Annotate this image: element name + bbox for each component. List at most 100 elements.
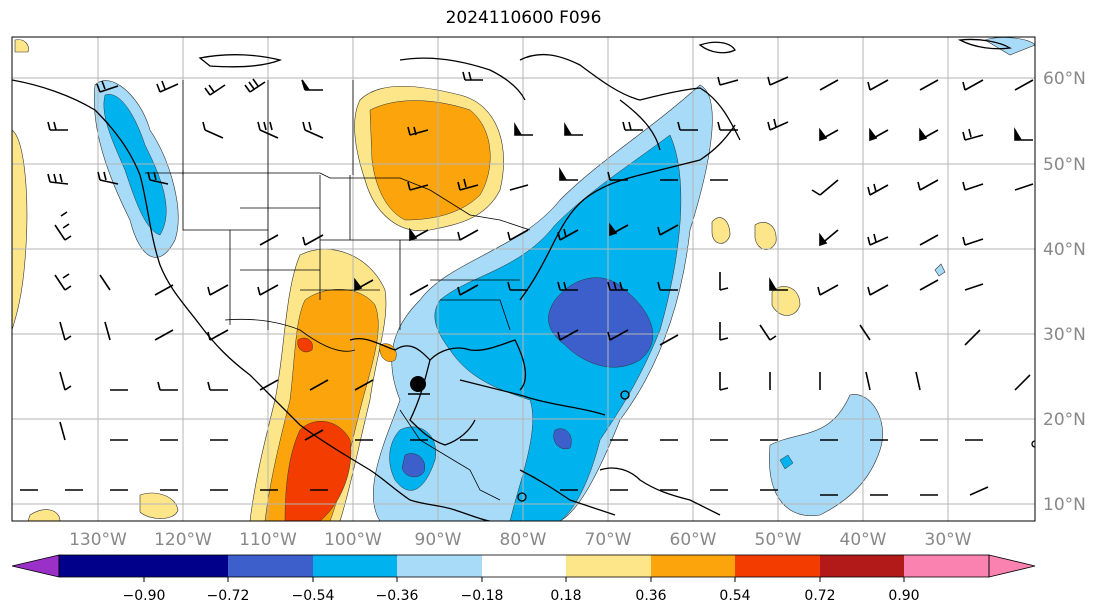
wind-barb — [919, 234, 939, 246]
wind-barb — [919, 79, 939, 91]
colorbar-bin — [651, 555, 735, 577]
wind-barb — [557, 228, 579, 241]
wind-barb — [257, 284, 279, 296]
wind-barb — [257, 121, 279, 139]
wind-barb — [1014, 127, 1033, 141]
wind-barb — [717, 121, 738, 131]
wind-barb — [462, 71, 483, 81]
lon-label-50w: 50°W — [755, 530, 802, 550]
wind-barb — [659, 334, 679, 346]
wind-barb — [207, 381, 228, 391]
wind-barb — [407, 181, 429, 191]
wind-barb — [607, 329, 629, 341]
wind-barb — [302, 234, 324, 246]
wind-barb — [457, 178, 479, 191]
wind-barb — [817, 284, 839, 296]
lon-label-110w: 110°W — [239, 530, 297, 550]
wind-barb — [867, 183, 889, 196]
wind-barb — [47, 173, 69, 185]
wind-barb — [767, 118, 789, 131]
lat-label-10n: 10°N — [1043, 495, 1086, 515]
wind-barbs — [20, 71, 1034, 496]
wind-barb — [819, 229, 839, 247]
wind-barb — [962, 128, 984, 141]
wind-barb — [969, 486, 989, 496]
lon-label-100w: 100°W — [324, 530, 382, 550]
wind-barb — [759, 324, 777, 341]
wind-barb — [964, 283, 984, 291]
wind-barb — [557, 281, 578, 291]
wind-barb — [964, 329, 981, 346]
colorbar-bin — [904, 555, 989, 577]
wind-barb — [104, 321, 111, 341]
colorbar-bin — [313, 555, 397, 577]
wind-barb — [607, 281, 628, 291]
lat-label-40n: 40°N — [1043, 240, 1086, 260]
wind-barb — [407, 126, 429, 136]
colorbar-bin — [735, 555, 820, 577]
wind-barb — [154, 284, 174, 296]
wind-barb — [309, 379, 329, 391]
wind-barb — [657, 281, 678, 291]
wind-barb — [354, 277, 374, 292]
wind-barb — [59, 321, 72, 341]
wind-barb — [919, 127, 939, 142]
lat-label-30n: 30°N — [1043, 325, 1086, 345]
graticule — [12, 37, 1035, 521]
coastlines — [12, 38, 1035, 521]
wind-barb — [457, 284, 479, 296]
wind-barb — [769, 277, 788, 291]
wind-barb — [157, 381, 178, 391]
lat-label-20n: 20°N — [1043, 410, 1086, 430]
wind-barb — [867, 284, 889, 296]
colorbar-tick-label: 0.36 — [635, 588, 666, 604]
colorbar-tick-label: −0.18 — [461, 588, 504, 604]
lon-label-70w: 70°W — [585, 530, 632, 550]
wind-barb — [259, 379, 279, 391]
wind-barb — [47, 121, 68, 131]
wind-barb — [154, 329, 174, 341]
wind-barb — [509, 184, 529, 191]
wind-barb — [811, 179, 839, 196]
lat-label-60n: 60°N — [1043, 69, 1086, 89]
wind-barb — [244, 78, 266, 93]
colorbar-tick-label: 0.54 — [719, 588, 750, 604]
wind-barb — [507, 281, 528, 291]
lon-label-130w: 130°W — [69, 530, 127, 550]
colorbar-tick-label: 0.18 — [550, 588, 581, 604]
colorbar-tick-label: 0.90 — [888, 588, 919, 604]
lon-label-40w: 40°W — [840, 530, 887, 550]
wind-barb — [207, 284, 229, 296]
lon-label-30w: 30°W — [925, 530, 972, 550]
wind-barb — [962, 236, 984, 246]
map-panel — [11, 36, 1036, 522]
wind-barb — [1014, 374, 1031, 391]
storm-center-marker — [410, 376, 426, 392]
colorbar-bin — [566, 555, 651, 577]
wind-barb — [677, 121, 698, 131]
wind-barb — [865, 371, 871, 391]
wind-barb — [767, 76, 789, 86]
colorbar-under-extend — [11, 554, 60, 578]
colorbar-tick-label: −0.90 — [123, 588, 166, 604]
political-borders — [145, 80, 531, 501]
wind-barb — [156, 80, 179, 93]
wind-barb — [354, 379, 374, 391]
wind-barb — [559, 167, 578, 181]
colorbar-bin — [144, 555, 228, 577]
lon-label-80w: 80°W — [500, 530, 547, 550]
lon-label-120w: 120°W — [154, 530, 212, 550]
wind-barb — [657, 224, 679, 236]
wind-barb — [207, 329, 229, 341]
wind-barb — [259, 234, 279, 246]
colorbar-tick-label: −0.54 — [292, 588, 335, 604]
wind-barb — [507, 229, 529, 241]
wind-barb — [859, 324, 871, 341]
colorbar-bin — [59, 555, 144, 577]
wind-barb — [457, 229, 479, 241]
colorbar-bin — [820, 555, 904, 577]
wind-barb — [302, 121, 324, 139]
wind-barb — [1014, 79, 1034, 91]
wind-barb — [1014, 183, 1034, 191]
wind-barb — [97, 171, 119, 185]
